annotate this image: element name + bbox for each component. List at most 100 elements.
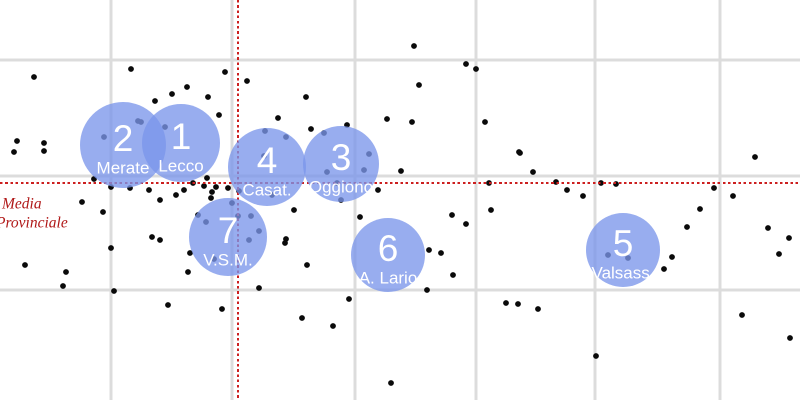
scatter-point (463, 221, 469, 227)
scatter-point (304, 262, 310, 268)
scatter-point (152, 98, 158, 104)
scatter-point (185, 269, 191, 275)
bubble-v-s-m[interactable]: 7V.S.M. (189, 198, 267, 276)
scatter-point (303, 94, 309, 100)
bubble-name-label: Oggiono (309, 177, 373, 196)
scatter-point (79, 199, 85, 205)
bubble-circle[interactable] (303, 126, 379, 202)
scatter-point (739, 312, 745, 318)
mean-label-line2: Provinciale (0, 215, 68, 232)
bubble-rank-label: 3 (331, 137, 352, 178)
bubble-rank-label: 4 (257, 140, 278, 181)
scatter-point (424, 287, 430, 293)
scatter-point (244, 78, 250, 84)
scatter-point (205, 94, 211, 100)
bubble-name-label: A. Lario (359, 268, 418, 287)
scatter-point (503, 300, 509, 306)
scatter-point (128, 66, 134, 72)
scatter-point (661, 266, 667, 272)
bubble-circle[interactable] (586, 213, 660, 287)
scatter-point (157, 237, 163, 243)
scatter-point (299, 315, 305, 321)
scatter-point (684, 224, 690, 230)
scatter-point (181, 187, 187, 193)
scatter-point (291, 207, 297, 213)
scatter-point (100, 209, 106, 215)
scatter-point (165, 302, 171, 308)
scatter-point (63, 269, 69, 275)
scatter-point (450, 272, 456, 278)
bubble-circle[interactable] (351, 218, 425, 292)
scatter-point (222, 69, 228, 75)
scatter-point (598, 180, 604, 186)
bubble-name-label: Casat. (242, 180, 291, 199)
bubble-rank-label: 7 (218, 210, 239, 251)
scatter-point (219, 306, 225, 312)
scatter-point (216, 112, 222, 118)
scatter-point (14, 138, 20, 144)
scatter-point (346, 296, 352, 302)
scatter-point (449, 212, 455, 218)
scatter-point (388, 380, 394, 386)
scatter-point (416, 82, 422, 88)
bubble-name-label: V.S.M. (203, 250, 252, 269)
mean-label-line1: Media (1, 196, 42, 213)
scatter-point (282, 240, 288, 246)
scatter-point (201, 183, 207, 189)
scatter-point (169, 91, 175, 97)
scatter-point (488, 207, 494, 213)
scatter-point (752, 154, 758, 160)
scatter-point (765, 225, 771, 231)
scatter-point (776, 251, 782, 257)
scatter-point (330, 323, 336, 329)
bubble-name-label: Valsass. (592, 263, 655, 282)
scatter-point (375, 187, 381, 193)
scatter-point (580, 193, 586, 199)
bubble-circle[interactable] (142, 104, 220, 182)
scatter-point (204, 175, 210, 181)
scatter-point (786, 235, 792, 241)
bubble-a-lario[interactable]: 6A. Lario (351, 218, 425, 292)
scatter-point (697, 206, 703, 212)
scatter-point (426, 247, 432, 253)
scatter-point (517, 150, 523, 156)
scatter-point (398, 168, 404, 174)
bubble-circle[interactable] (80, 102, 166, 188)
scatter-point (173, 192, 179, 198)
scatter-point (593, 353, 599, 359)
scatter-point (187, 250, 193, 256)
scatter-point (787, 335, 793, 341)
scatter-point (669, 254, 675, 260)
scatter-point (157, 197, 163, 203)
scatter-point (515, 301, 521, 307)
scatter-point (530, 169, 536, 175)
scatter-point (711, 185, 717, 191)
scatter-point (482, 119, 488, 125)
scatter-point (473, 66, 479, 72)
scatter-point (384, 116, 390, 122)
scatter-point (463, 61, 469, 67)
scatter-point (308, 126, 314, 132)
mean-label-layer: Media Provinciale (0, 196, 68, 232)
bubble-circle[interactable] (228, 128, 306, 206)
scatter-point (208, 195, 214, 201)
scatter-point (108, 245, 114, 251)
scatter-point (146, 187, 152, 193)
scatter-point (213, 184, 219, 190)
scatter-point (730, 193, 736, 199)
scatter-point (60, 283, 66, 289)
scatter-point (564, 187, 570, 193)
bubble-circle[interactable] (189, 198, 267, 276)
scatter-point (256, 285, 262, 291)
bubble-rank-label: 2 (113, 118, 134, 159)
bubble-name-label: Lecco (158, 156, 203, 175)
